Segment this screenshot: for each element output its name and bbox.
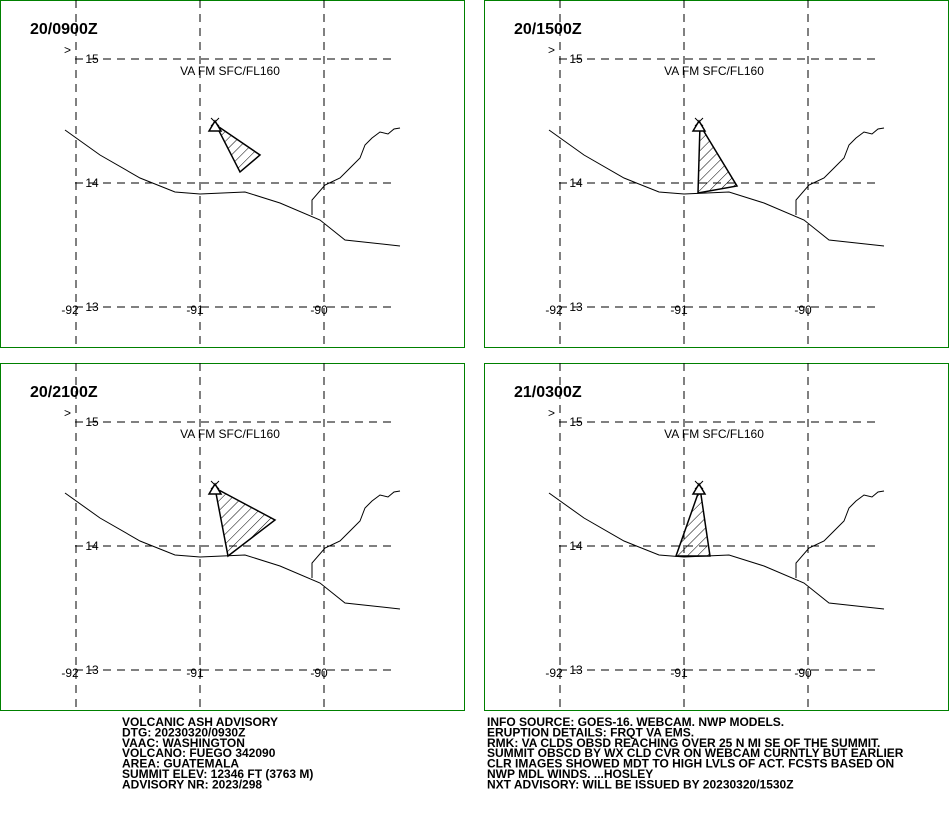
lat-label: 14 [85,539,99,553]
valid-time: 20/1500Z [514,21,582,38]
advisory-line: CLR IMAGES SHOWED MDT TO HIGH LVLS OF AC… [487,757,894,771]
volcano-symbol [207,119,223,132]
lat-label: 15 [569,52,583,66]
coastline [64,492,401,610]
advisory-line: NWP MDL WINDS. ...HOSLEY [487,767,653,781]
map-panel: 20/2100Z > VA FM SFC/FL160 15 14 13 -92 -91 -90 [0,363,465,711]
layer-label: VA FM SFC/FL160 [180,427,280,441]
layer-label: VA FM SFC/FL160 [664,64,764,78]
lon-label: -91 [186,303,204,317]
panel-border [0,363,465,711]
border [311,490,401,578]
lon-label: -92 [61,666,79,680]
lon-label: -91 [670,666,688,680]
map-panel: 20/0900Z > VA FM SFC/FL160 15 14 13 -92 -91 -90 [0,0,465,348]
lon-label: -90 [794,303,812,317]
lat-label: 13 [85,663,99,677]
lat-label: 13 [85,300,99,314]
lon-label: -92 [61,303,79,317]
advisory-line: RMK: VA CLDS OBSD REACHING OVER 25 N MI … [487,736,880,750]
valid-time: 20/0900Z [30,21,98,38]
lon-label: -91 [670,303,688,317]
lon-label: -92 [545,666,563,680]
ash-area [215,124,262,174]
border [795,127,885,215]
volcano-x [694,480,704,490]
map-panel: 21/0300Z > VA FM SFC/FL160 15 14 13 -92 -91 -90 [484,363,949,711]
layer-label: VA FM SFC/FL160 [664,427,764,441]
advisory-line: SUMMIT OBSCD BY WX CLD CVR ON WEBCAM CUR… [487,746,904,760]
volcano-symbol [207,482,223,495]
advisory-line: SUMMIT ELEV: 12346 FT (3763 M) [122,767,313,781]
layer-label: VA FM SFC/FL160 [180,64,280,78]
lon-label: -92 [545,303,563,317]
lat-label: 14 [569,539,583,553]
volcano-x [210,480,220,490]
volcano-symbol [691,482,707,495]
ash-area [697,122,739,194]
marker: > [548,43,555,57]
volcano-x [694,117,704,127]
lon-label: -90 [794,666,812,680]
advisory-line: DTG: 20230320/0930Z [122,725,245,739]
valid-time: 21/0300Z [514,384,582,401]
advisory-line: ADVISORY NR: 2023/298 [122,777,262,791]
advisory-line: VOLCANO: FUEGO 342090 [122,746,276,760]
lat-label: 15 [569,415,583,429]
panel-border [484,363,949,711]
lat-label: 14 [569,176,583,190]
lon-label: -91 [186,666,204,680]
ash-area [674,487,711,557]
marker: > [64,406,71,420]
advisory-line: VAAC: WASHINGTON [122,736,245,750]
lat-label: 15 [85,415,99,429]
advisory-line: ERUPTION DETAILS: FRQT VA EMS. [487,725,694,739]
panel-border [484,0,949,348]
marker: > [64,43,71,57]
marker: > [548,406,555,420]
advisory-line: AREA: GUATEMALA [122,757,239,771]
lat-label: 14 [85,176,99,190]
volcano-symbol [691,119,707,132]
advisory-line: INFO SOURCE: GOES-16. WEBCAM. NWP MODELS… [487,715,784,729]
border [795,490,885,578]
lat-label: 15 [85,52,99,66]
map-panel: 20/1500Z > VA FM SFC/FL160 15 14 13 -92 -91 -90 [484,0,949,348]
volcano-x [210,117,220,127]
lat-label: 13 [569,300,583,314]
border [311,127,401,215]
panel-border [0,0,465,348]
lon-label: -90 [310,303,328,317]
lat-label: 13 [569,663,583,677]
valid-time: 20/2100Z [30,384,98,401]
ash-area [213,486,277,558]
coastline [64,129,401,247]
advisory-line: NXT ADVISORY: WILL BE ISSUED BY 20230320… [487,777,794,791]
coastline [548,492,885,610]
lon-label: -90 [310,666,328,680]
advisory-line: VOLCANIC ASH ADVISORY [122,715,278,729]
coastline [548,129,885,247]
